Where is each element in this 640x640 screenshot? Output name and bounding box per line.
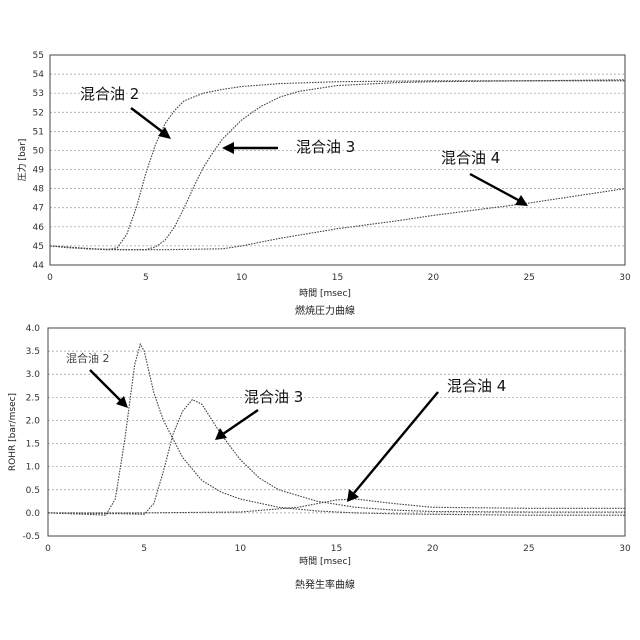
rohr-grid (48, 351, 625, 513)
rohr-chart-title: 熱発生率曲線 (295, 578, 355, 591)
rohr-y-tick-label: 2.0 (26, 416, 41, 426)
annotation-blend-3: 混合油 3 (244, 388, 303, 406)
rohr-x-tick-label: 30 (619, 544, 631, 554)
pressure-series (50, 80, 625, 250)
arrowhead-blend-3 (222, 142, 234, 154)
pressure-y-tick-label: 51 (33, 127, 44, 137)
rohr-x-tick-label: 0 (45, 544, 51, 554)
annotation-blend-3: 混合油 3 (296, 138, 355, 156)
arrow-blend-2 (131, 108, 164, 133)
pressure-y-tick-label: 46 (33, 223, 45, 233)
rohr-y-tick-label: 3.5 (26, 347, 40, 357)
rohr-y-tick-label: 0.0 (26, 509, 41, 519)
arrow-blend-4 (470, 174, 520, 201)
pressure-y-tick-label: 55 (33, 51, 44, 61)
annotation-blend-4: 混合油 4 (447, 377, 506, 395)
pressure-x-tick-label: 30 (619, 273, 631, 283)
rohr-series-blend-3 (48, 400, 625, 515)
rohr-chart: -0.5 0.0 0.5 1.0 1.5 2.0 2.5 3.0 3.5 4.0 0 5 10 15 20 2… (8, 324, 631, 591)
pressure-x-tick-label: 25 (523, 273, 534, 283)
pressure-y-tick-label: 52 (33, 108, 44, 118)
arrow-blend-2 (90, 370, 121, 401)
pressure-y-tick-label: 50 (33, 146, 45, 156)
rohr-y-tick-label: 0.5 (26, 486, 40, 496)
pressure-x-tick-label: 0 (47, 273, 53, 283)
pressure-chart: 44 45 46 47 48 49 50 51 52 53 54 55 0 5 10 15 20 25 30 時間 … (16, 51, 631, 317)
arrow-blend-3 (223, 410, 258, 434)
pressure-series-blend-4 (50, 189, 625, 250)
rohr-x-tick-label: 20 (427, 544, 439, 554)
pressure-x-tick-label: 10 (236, 273, 248, 283)
pressure-y-tick-label: 53 (33, 89, 44, 99)
rohr-y-axis-label: ROHR [bar/msec] (8, 393, 18, 471)
pressure-y-axis-label: 圧力 [bar] (16, 139, 28, 182)
pressure-y-tick-label: 48 (33, 185, 45, 195)
rohr-x-tick-label: 10 (235, 544, 247, 554)
rohr-series-blend-4 (48, 499, 625, 513)
annotation-blend-2: 混合油 2 (66, 351, 110, 365)
pressure-y-tick-label: 54 (33, 70, 45, 80)
rohr-y-tick-label: 2.5 (26, 393, 40, 403)
pressure-y-tick-label: 49 (33, 166, 45, 176)
arrowhead-blend-3 (215, 428, 227, 440)
rohr-ticks: -0.5 0.0 0.5 1.0 1.5 2.0 2.5 3.0 3.5 4.0 0 5 10 15 20 2… (22, 324, 631, 554)
pressure-x-tick-label: 5 (143, 273, 149, 283)
pressure-series-blend-2 (50, 81, 625, 250)
rohr-x-tick-label: 5 (141, 544, 147, 554)
rohr-y-tick-label: 1.0 (26, 463, 41, 473)
rohr-x-tick-label: 25 (523, 544, 534, 554)
annotation-blend-2: 混合油 2 (80, 85, 139, 103)
rohr-y-tick-label: -0.5 (22, 532, 40, 542)
rohr-y-tick-label: 3.0 (26, 370, 41, 380)
rohr-y-tick-label: 1.5 (26, 440, 40, 450)
rohr-x-tick-label: 15 (331, 544, 342, 554)
arrow-blend-4 (354, 392, 438, 493)
pressure-chart-title: 燃焼圧力曲線 (295, 304, 355, 317)
pressure-y-tick-label: 44 (33, 261, 45, 271)
pressure-x-tick-label: 20 (428, 273, 440, 283)
pressure-series-blend-3 (50, 80, 625, 250)
pressure-x-tick-label: 15 (332, 273, 343, 283)
pressure-x-axis-label: 時間 [msec] (299, 288, 351, 299)
pressure-y-tick-label: 47 (33, 204, 44, 214)
pressure-y-tick-label: 45 (33, 242, 44, 252)
annotation-blend-4: 混合油 4 (441, 149, 500, 167)
rohr-x-axis-label: 時間 [msec] (299, 556, 351, 567)
rohr-y-tick-label: 4.0 (26, 324, 41, 334)
